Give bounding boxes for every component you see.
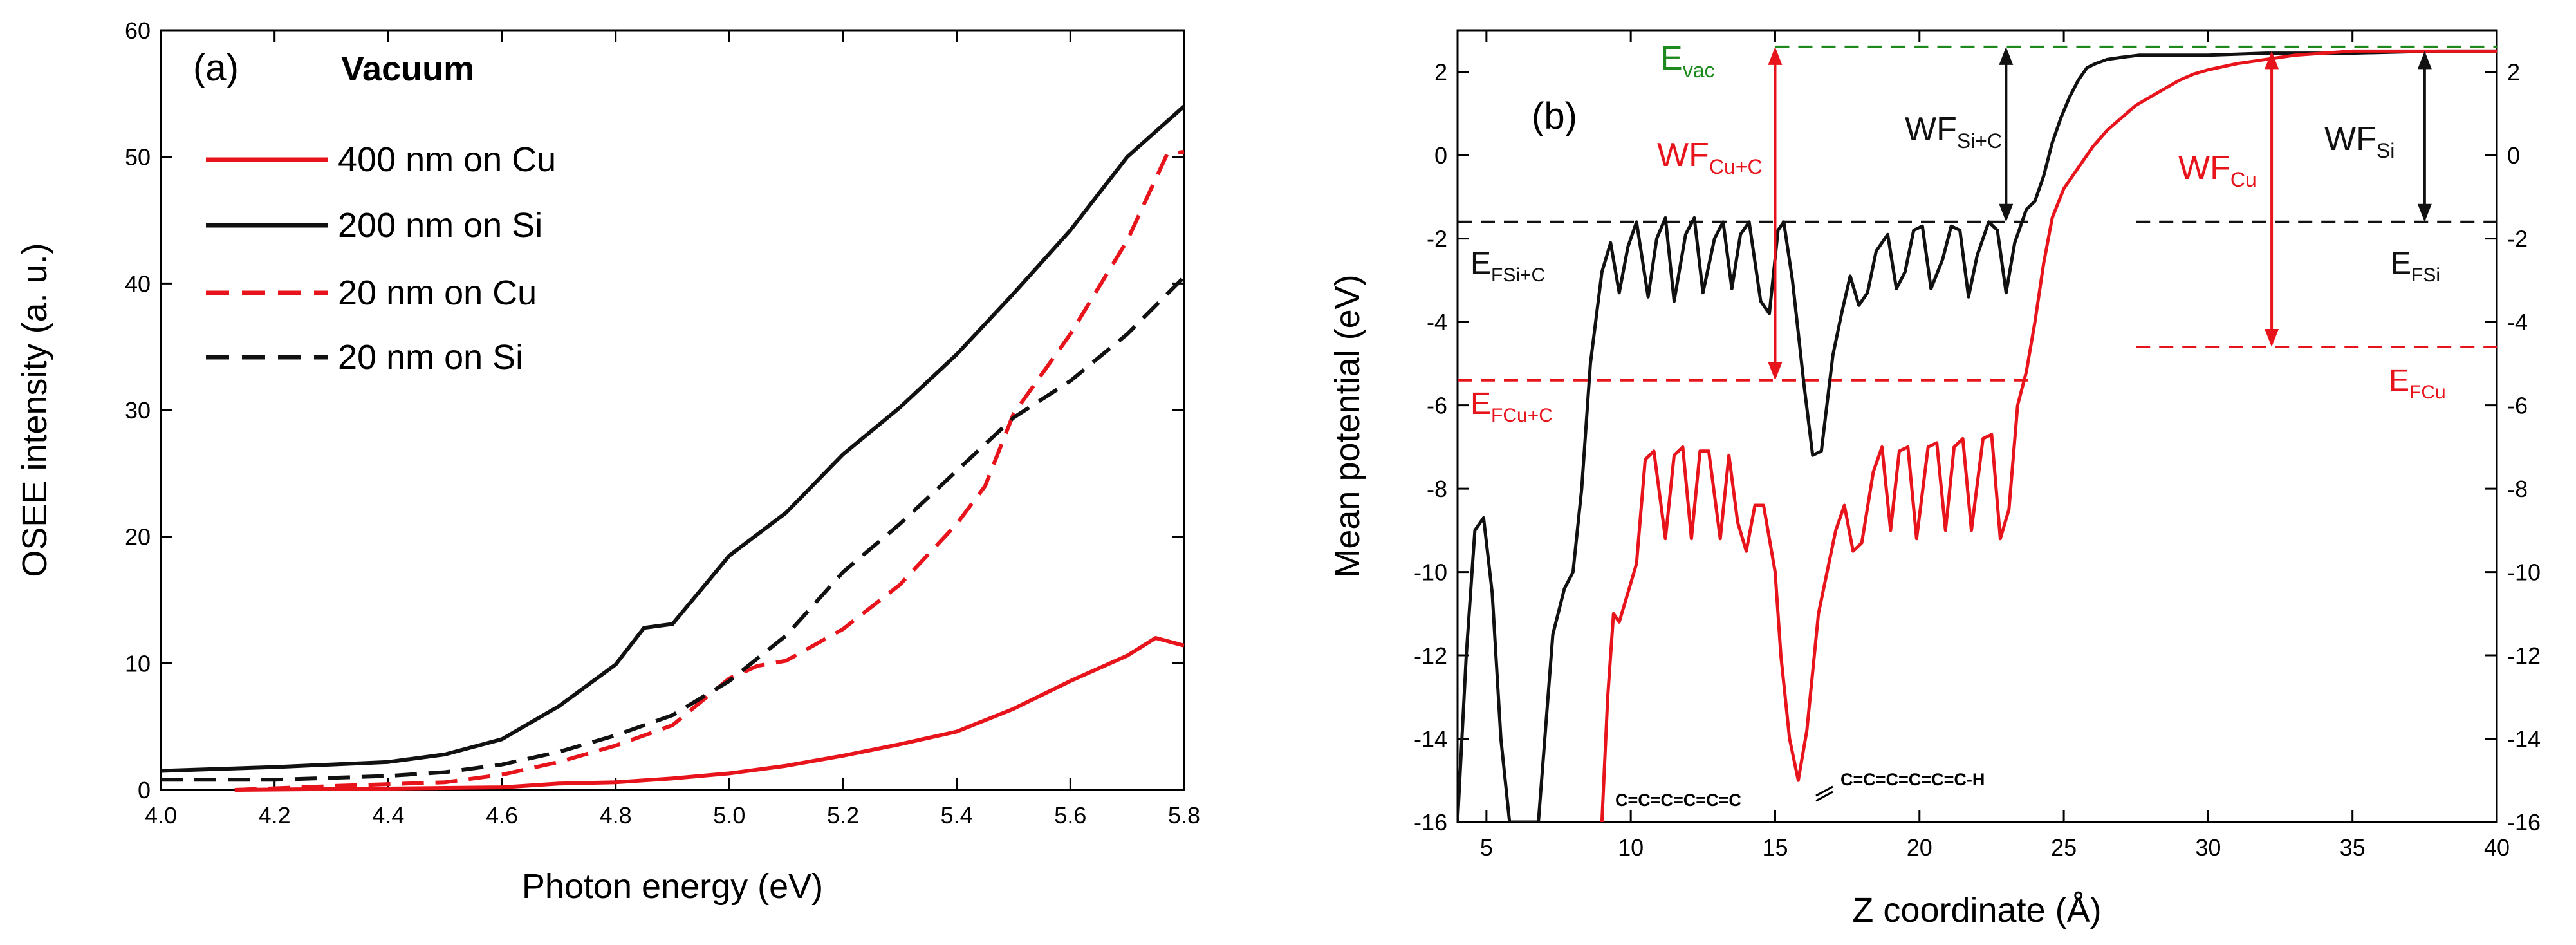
panel-a-xtick-label: 4.2 bbox=[259, 802, 291, 828]
panel-a-xtick-label: 4.0 bbox=[145, 802, 177, 828]
panel-a-xtick-label: 4.8 bbox=[600, 802, 632, 828]
legend-label-20nm-cu: 20 nm on Cu bbox=[338, 274, 537, 312]
panel-a-xtick-label: 5.8 bbox=[1168, 802, 1200, 828]
panel-a-series bbox=[160, 104, 1186, 792]
panel-b-ytick-label-right: -2 bbox=[2507, 226, 2528, 252]
legend-label-20nm-si: 20 nm on Si bbox=[338, 338, 523, 377]
panel-b-xtick-label: 5 bbox=[1480, 834, 1493, 861]
annotation-e-fcu-c: EFCu+C bbox=[1470, 387, 1553, 426]
panel-a-xtick-label: 5.0 bbox=[713, 802, 745, 828]
panel-a-label: (a) bbox=[193, 47, 239, 89]
panel-b-xtick-label: 30 bbox=[2195, 834, 2221, 861]
panel-b-ytick-label-right: -16 bbox=[2507, 809, 2541, 836]
panel-b-ytick-label-left: -12 bbox=[1414, 642, 1447, 669]
panel-a-ylabel: OSEE intensity (a. u.) bbox=[15, 243, 54, 577]
panel-b-xtick-label: 10 bbox=[1618, 834, 1644, 861]
panel-b-ytick-label-left: 2 bbox=[1434, 59, 1447, 86]
series-line-20-nm-on-cu bbox=[234, 149, 1185, 792]
panel-a-frame bbox=[160, 29, 1185, 791]
panel-b-xtick-label: 15 bbox=[1762, 834, 1788, 861]
panel-b-series bbox=[1458, 49, 2497, 822]
panel-a-gridless-plot-area bbox=[160, 29, 1185, 791]
panel-b-ytick-label-left: -14 bbox=[1414, 726, 1447, 753]
panel-b-ytick-label-right: -12 bbox=[2507, 642, 2541, 669]
annotation-wf-si: WFSi bbox=[2324, 120, 2395, 162]
panel-a-xtick-label: 4.4 bbox=[372, 802, 404, 828]
series-line-20-nm-on-si bbox=[161, 276, 1186, 782]
panel-a-ytick-label: 30 bbox=[125, 397, 151, 424]
panel-a-title: Vacuum bbox=[341, 50, 474, 88]
panel-a-legend: 400 nm on Cu 200 nm on Si 20 nm on Cu 20… bbox=[206, 140, 556, 377]
chain-bond-mark-1 bbox=[1815, 785, 1833, 797]
panel-a-ytick-label: 50 bbox=[125, 144, 151, 171]
panel-b-ytick-label-right: -10 bbox=[2507, 559, 2541, 586]
panel-a-xlabel: Photon energy (eV) bbox=[522, 867, 823, 906]
panel-b-label: (b) bbox=[1532, 95, 1577, 137]
panel-b-ytick-label-right: 2 bbox=[2507, 59, 2520, 86]
panel-b-ytick-label-right: -14 bbox=[2507, 726, 2541, 753]
panel-b-ytick-label-right: -4 bbox=[2507, 309, 2528, 335]
panel-b-ytick-label-right: -8 bbox=[2507, 476, 2528, 502]
panel-a-xtick-label: 5.2 bbox=[827, 802, 859, 828]
panel-a-ytick-label: 0 bbox=[138, 777, 151, 803]
annotation-e-vac: Evac bbox=[1660, 40, 1714, 82]
panel-b-ytick-label-left: 0 bbox=[1434, 142, 1447, 169]
annotation-e-fsi: EFSi bbox=[2391, 247, 2440, 286]
panel-a-xtick-label: 4.6 bbox=[486, 802, 518, 828]
panel-b-xtick-label: 40 bbox=[2484, 834, 2510, 861]
annotation-wf-si-c: WFSi+C bbox=[1905, 111, 2002, 153]
chain-bond-mark-2 bbox=[1815, 791, 1833, 802]
panel-a-xtick-label: 5.4 bbox=[941, 802, 973, 828]
panel-b-arrows bbox=[1768, 46, 2432, 380]
panel-b-ytick-label-left: -2 bbox=[1427, 226, 1447, 252]
series-line-si-c-mean-potential bbox=[1458, 49, 2497, 822]
series-line-cu-c-mean-potential bbox=[1600, 49, 2497, 822]
panel-a: 4.0 4.2 4.4 4.6 4.8 5.0 5.2 5.4 5.6 5.8 0 10 20 30 40 5… bbox=[15, 17, 1200, 906]
panel-b-ylabel: Mean potential (eV) bbox=[1328, 274, 1367, 577]
panel-a-xtick-label: 5.6 bbox=[1054, 802, 1086, 828]
arrow-wf-cu-c bbox=[1768, 46, 1783, 380]
panel-b-frame bbox=[1456, 29, 2498, 823]
arrow-wf-si-c bbox=[1999, 46, 2014, 222]
arrow-wf-cu bbox=[2265, 51, 2279, 347]
panel-a-ytick-label: 40 bbox=[125, 270, 151, 297]
series-line-400-nm-on-cu bbox=[234, 636, 1185, 792]
chain-label-left: C=C=C=C=C=C bbox=[1615, 791, 1741, 810]
annotation-e-fcu: EFCu bbox=[2389, 364, 2446, 403]
panel-b-ytick-label-left: -8 bbox=[1427, 476, 1447, 502]
panel-b-xlabel: Z coordinate (Å) bbox=[1852, 891, 2101, 930]
panel-b-xtick-label: 25 bbox=[2051, 834, 2077, 861]
panel-b-ytick-label-left: -16 bbox=[1414, 809, 1447, 836]
panel-b-xtick-label: 20 bbox=[1907, 834, 1932, 861]
panel-a-ytick-label: 10 bbox=[125, 650, 151, 677]
legend-label-400nm-cu: 400 nm on Cu bbox=[338, 140, 556, 179]
arrow-wf-si bbox=[2417, 51, 2432, 222]
panel-b-ytick-label-left: -10 bbox=[1414, 559, 1447, 586]
panel-b-ticks: 5 10 15 20 25 30 35 402 20 0-2 -2-4 -4-6 -6-8 -8-10 -1… bbox=[1414, 30, 2541, 861]
panel-a-ticks: 4.0 4.2 4.4 4.6 4.8 5.0 5.2 5.4 5.6 5.8 0 10 20 30 40 5… bbox=[125, 17, 1200, 828]
panel-b-ytick-label-right: -6 bbox=[2507, 393, 2528, 419]
annotation-e-fsi-c: EFSi+C bbox=[1470, 247, 1545, 286]
panel-a-ytick-label: 60 bbox=[125, 17, 151, 44]
annotation-wf-cu: WFCu bbox=[2178, 149, 2257, 191]
legend-label-200nm-si: 200 nm on Si bbox=[338, 206, 542, 245]
chain-label-right: C=C=C=C=C=C-H bbox=[1840, 770, 1985, 789]
panel-b-reference-lines bbox=[1458, 45, 2497, 382]
panel-b-ytick-label-right: 0 bbox=[2507, 142, 2520, 169]
panel-b-ytick-label-left: -4 bbox=[1427, 309, 1447, 335]
panel-a-ytick-label: 20 bbox=[125, 524, 151, 550]
panel-b: 5 10 15 20 25 30 35 402 20 0-2 -2-4 -4-6 -6-8 -8-10 -1… bbox=[1328, 29, 2541, 930]
panel-b-ytick-label-left: -6 bbox=[1427, 393, 1447, 419]
series-line-200-nm-on-si bbox=[160, 104, 1185, 773]
annotation-wf-cu-c: WFCu+C bbox=[1657, 136, 1763, 178]
panel-b-xtick-label: 35 bbox=[2340, 834, 2366, 861]
